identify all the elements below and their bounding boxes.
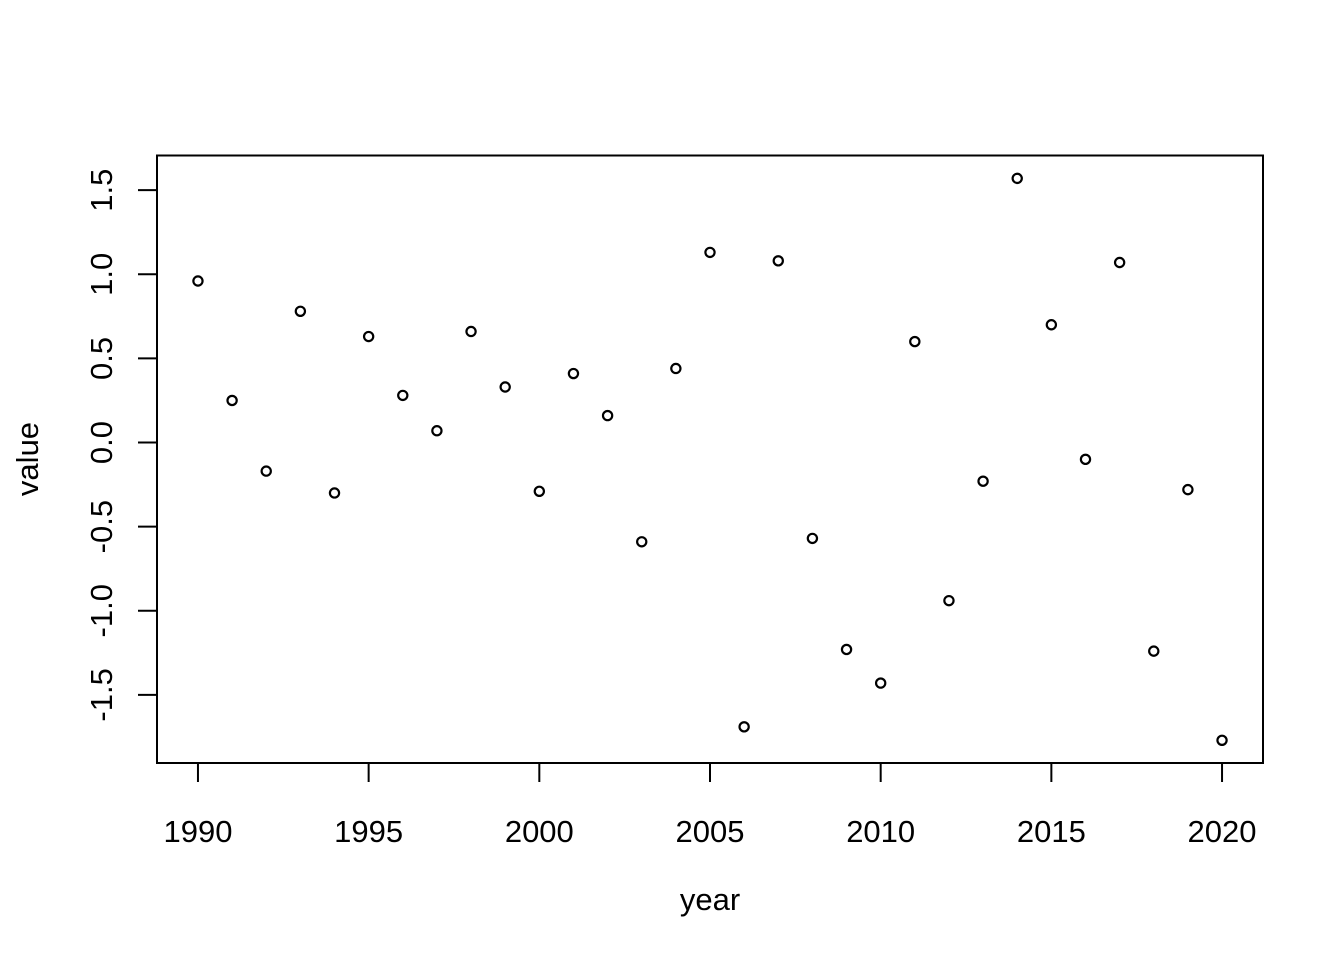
data-point <box>431 425 443 437</box>
data-point <box>670 362 682 375</box>
data-point <box>806 532 819 545</box>
x-axis-label: year <box>680 882 740 917</box>
data-point <box>1011 172 1023 185</box>
data-point <box>977 475 989 487</box>
data-point <box>499 381 511 393</box>
data-point <box>362 330 375 343</box>
data-point <box>1045 319 1058 331</box>
data-point <box>909 335 921 348</box>
x-axis-tick-labels: 1990 1995 2000 2005 2010 2015 2020 <box>163 814 1256 849</box>
data-points <box>192 172 1228 746</box>
x-tick-label: 2015 <box>1017 814 1086 849</box>
y-axis-ticks <box>138 189 157 696</box>
y-tick-label: 0.5 <box>84 337 119 380</box>
y-axis-label: value <box>10 422 45 496</box>
y-tick-label: -1.5 <box>84 668 119 721</box>
data-point <box>294 305 307 317</box>
x-tick-label: 2000 <box>505 814 574 849</box>
plot-border <box>156 154 1264 764</box>
data-point <box>704 246 716 259</box>
x-tick-label: 1990 <box>163 814 232 849</box>
data-point <box>772 255 784 267</box>
data-point <box>1182 483 1194 496</box>
y-tick-label: -1.0 <box>84 584 119 637</box>
data-point <box>840 643 853 656</box>
data-point <box>397 389 409 402</box>
data-point <box>192 275 204 287</box>
data-point <box>226 394 238 407</box>
data-point <box>260 465 272 477</box>
data-point <box>465 325 477 338</box>
data-point <box>1113 256 1126 269</box>
data-point <box>1079 453 1092 466</box>
data-point <box>874 677 887 689</box>
x-tick-label: 2010 <box>846 814 915 849</box>
data-point <box>533 485 546 497</box>
y-tick-label: 1.5 <box>84 169 119 212</box>
data-point <box>1148 645 1160 657</box>
y-axis-tick-labels: 1.5 1.0 0.5 0.0 -0.5 -1.0 -1.5 <box>84 169 119 722</box>
y-tick-label: 0.0 <box>84 421 119 464</box>
data-point <box>1216 734 1228 746</box>
data-point <box>328 487 341 499</box>
data-point <box>567 367 580 380</box>
data-point <box>601 409 614 422</box>
x-tick-label: 1995 <box>334 814 403 849</box>
x-tick-label: 2020 <box>1188 814 1257 849</box>
x-axis-ticks <box>196 763 1224 782</box>
x-tick-label: 2005 <box>676 814 745 849</box>
y-tick-label: 1.0 <box>84 253 119 296</box>
data-point <box>636 536 648 548</box>
data-point <box>738 721 750 733</box>
y-tick-label: -0.5 <box>84 500 119 553</box>
data-point <box>943 594 955 607</box>
